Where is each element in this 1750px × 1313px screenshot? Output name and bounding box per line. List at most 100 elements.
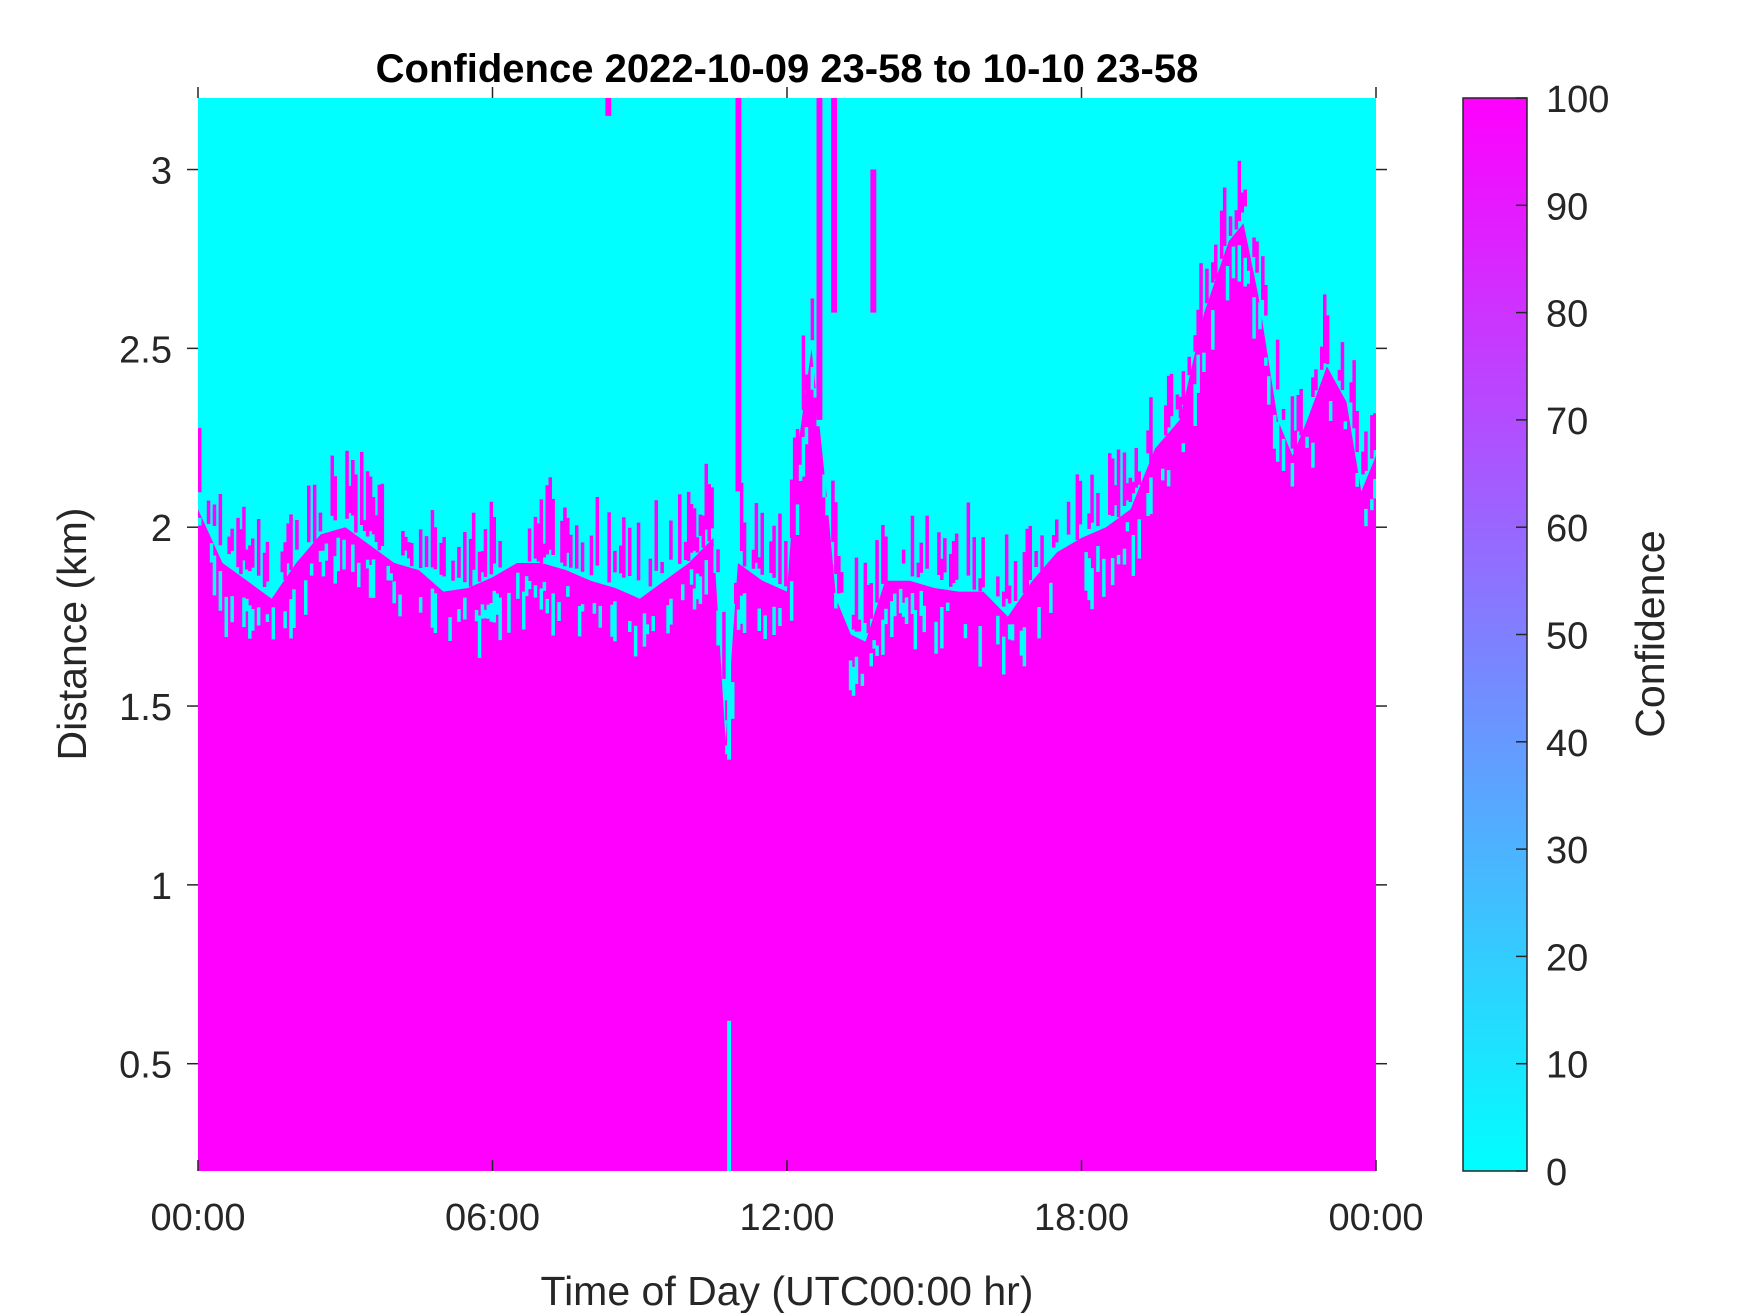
speckle (548, 477, 552, 550)
speckle (1370, 415, 1374, 459)
speckle (1211, 310, 1215, 350)
speckle (769, 541, 773, 573)
speckle (1004, 534, 1009, 599)
speckle (754, 503, 759, 563)
speckle (457, 546, 461, 578)
speckle (286, 523, 290, 564)
speckle (1175, 394, 1180, 410)
colorbar-tick-label: 30 (1546, 830, 1588, 872)
speckle (722, 611, 726, 679)
speckle (881, 525, 885, 584)
speckle (1131, 535, 1136, 576)
speckle (978, 626, 982, 667)
speckle (804, 374, 809, 391)
speckle (954, 533, 959, 580)
speckle (731, 682, 735, 719)
speckle (1037, 607, 1041, 639)
speckle (318, 550, 323, 562)
speckle (1146, 430, 1150, 454)
speckle (507, 592, 511, 633)
speckle (218, 571, 223, 611)
speckle (1178, 396, 1183, 419)
speckle (1122, 452, 1127, 506)
speckle (1355, 473, 1359, 487)
speckle (951, 541, 956, 584)
speckle (483, 529, 488, 577)
speckle (569, 534, 573, 568)
speckle (198, 517, 202, 526)
speckle (1219, 210, 1224, 259)
speckle (374, 515, 379, 542)
speckle (477, 551, 482, 582)
speckle (795, 429, 800, 466)
speckle (822, 474, 826, 498)
speckle (463, 597, 467, 620)
speckle (1214, 244, 1218, 280)
speckle (498, 541, 502, 568)
speckle (727, 1020, 732, 1171)
speckle (940, 607, 944, 649)
speckle (1337, 369, 1342, 381)
speckle (1243, 257, 1247, 287)
speckle (351, 460, 355, 516)
speckle (1007, 624, 1012, 640)
speckle (654, 500, 658, 571)
speckle (698, 576, 703, 604)
x-tick-label: 06:00 (445, 1197, 540, 1239)
colorbar-tick-label: 40 (1546, 723, 1588, 765)
speckle (324, 543, 329, 561)
speckle (1002, 591, 1006, 607)
speckle (304, 580, 308, 615)
speckle (854, 557, 859, 632)
speckle (834, 592, 838, 609)
speckle (633, 625, 638, 657)
speckle (645, 624, 650, 635)
speckle (772, 525, 776, 578)
speckle (1328, 401, 1333, 421)
speckle (881, 619, 885, 655)
speckle (872, 640, 876, 649)
speckle (940, 558, 944, 580)
speckle (1025, 528, 1029, 591)
speckle (735, 98, 742, 492)
speckle-layer (198, 98, 1376, 1171)
speckle (398, 594, 402, 617)
speckle (542, 543, 547, 558)
speckle (474, 610, 479, 622)
speckle (492, 517, 496, 564)
speckle (760, 512, 764, 575)
speckle (816, 98, 823, 420)
speckle (1084, 552, 1088, 591)
speckle (1075, 474, 1080, 540)
speckle (577, 606, 582, 637)
plot-area (198, 98, 1376, 1171)
speckle (772, 606, 776, 635)
speckle (242, 597, 246, 628)
speckle (1146, 493, 1150, 516)
speckle (727, 98, 732, 760)
speckle (1258, 302, 1262, 330)
speckle (468, 538, 473, 587)
speckle (1137, 519, 1141, 559)
speckle (333, 556, 337, 584)
speckle (1149, 397, 1153, 463)
speckle (307, 485, 311, 543)
speckle (1290, 463, 1295, 487)
speckle (1055, 519, 1059, 543)
speckle (996, 615, 1000, 645)
speckle (480, 604, 485, 619)
speckle (1352, 360, 1356, 429)
speckle (1272, 414, 1277, 449)
speckle (1252, 297, 1256, 339)
speckle (1040, 535, 1044, 572)
speckle (386, 565, 390, 581)
speckle (742, 522, 747, 567)
speckle (893, 593, 897, 617)
speckle (972, 537, 976, 590)
speckle (840, 572, 844, 593)
speckle (280, 551, 284, 573)
speckle (692, 508, 697, 551)
colorbar-label: Confidence (1627, 530, 1673, 737)
speckle (380, 483, 385, 546)
speckle (1019, 630, 1024, 656)
